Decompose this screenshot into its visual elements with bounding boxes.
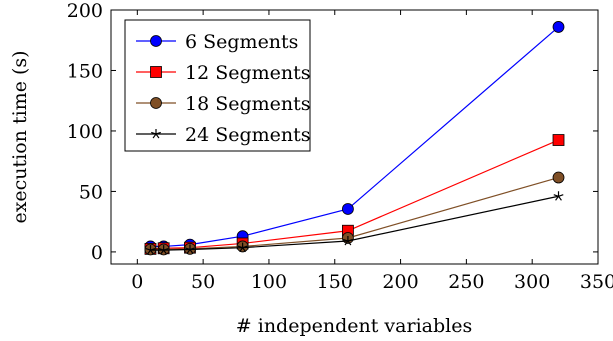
data-point <box>145 245 156 255</box>
x-tick-label: 250 <box>448 271 484 293</box>
y-tick-label: 150 <box>67 60 103 82</box>
series-line <box>150 195 559 251</box>
data-point <box>552 171 565 184</box>
data-point <box>158 245 169 255</box>
legend-entry: 12 Segments <box>136 62 311 84</box>
data-point <box>151 129 161 139</box>
data-point <box>150 35 162 47</box>
x-tick-label: 100 <box>251 271 287 293</box>
data-point <box>150 97 162 109</box>
x-tick-label: 200 <box>382 271 418 293</box>
x-axis-label: # independent variables <box>236 315 472 337</box>
x-tick-label: 300 <box>514 271 550 293</box>
data-point <box>237 242 248 253</box>
data-point <box>185 244 195 254</box>
y-axis-label: execution time (s) <box>9 50 31 223</box>
legend-label: 12 Segments <box>185 62 311 84</box>
data-point <box>552 134 565 146</box>
x-tick-label: 350 <box>580 271 613 293</box>
x-tick-label: 0 <box>131 271 143 293</box>
x-tick-label: 50 <box>191 271 215 293</box>
legend-label: 18 Segments <box>185 93 311 115</box>
legend-label: 6 Segments <box>185 31 298 53</box>
data-point <box>553 191 564 201</box>
data-point <box>342 236 353 246</box>
y-tick-label: 0 <box>91 242 103 264</box>
series-line <box>150 176 559 251</box>
x-tick-label: 150 <box>317 271 353 293</box>
plot-frame <box>110 9 599 265</box>
legend-entry: 24 Segments <box>136 124 311 146</box>
series-line <box>150 139 559 250</box>
y-tick-label: 100 <box>67 121 103 143</box>
axis-ticks: 0 50 100 150 200 250 300 350 0 50 100 150 200 <box>67 0 613 293</box>
data-point <box>150 66 162 78</box>
data-point <box>552 21 565 33</box>
series-18-segments <box>144 171 565 256</box>
data-point <box>342 203 354 215</box>
series-layer <box>144 21 565 256</box>
legend-entry: 6 Segments <box>136 31 298 53</box>
y-tick-label: 50 <box>79 181 103 203</box>
legend: 6 Segments 12 Segments 18 Segments 24 Segme… <box>124 19 311 152</box>
series-24-segments <box>145 191 564 255</box>
legend-entry: 18 Segments <box>136 93 311 115</box>
legend-label: 24 Segments <box>185 124 311 146</box>
y-tick-label: 200 <box>67 0 103 22</box>
